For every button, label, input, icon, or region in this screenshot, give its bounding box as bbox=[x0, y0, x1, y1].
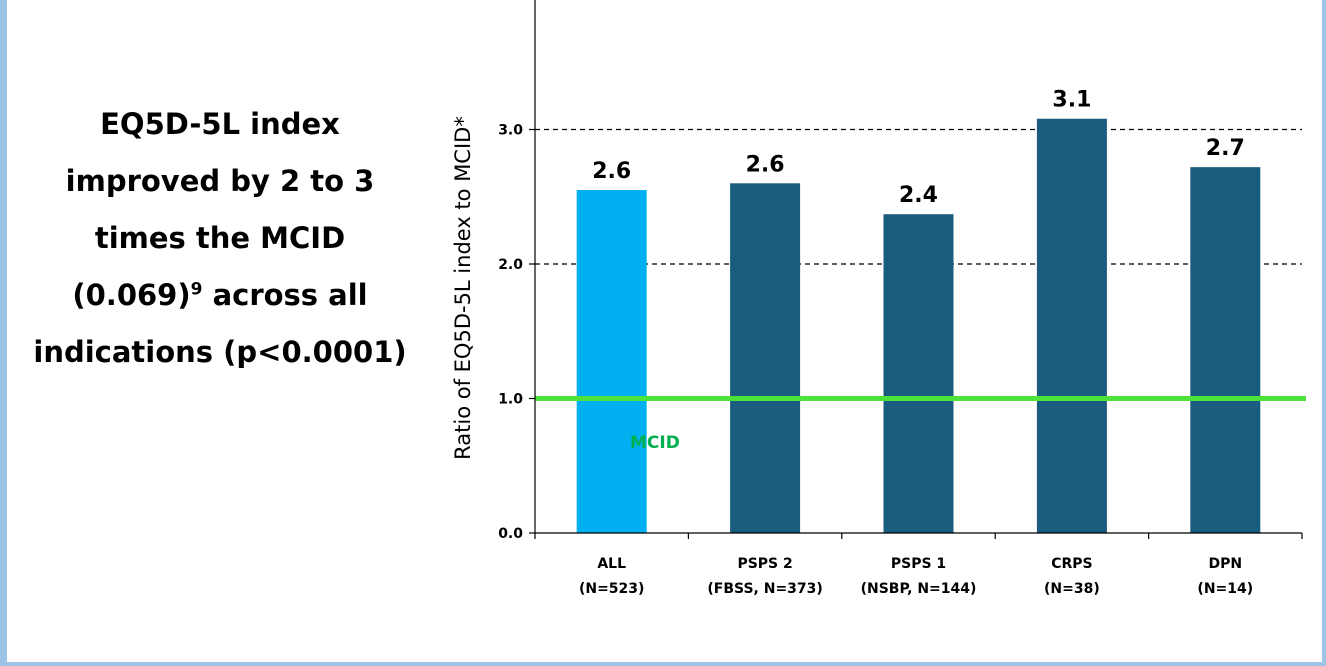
bar-0 bbox=[576, 190, 647, 533]
data-label-2: 2.4 bbox=[899, 183, 938, 208]
y-tick-label-4: 4.0 bbox=[498, 0, 523, 4]
x-tick-sublabel-0: (N=523) bbox=[579, 581, 644, 597]
x-tick-sublabel-2: (NSBP, N=144) bbox=[861, 581, 977, 597]
bar-2 bbox=[883, 214, 954, 534]
data-label-4: 2.7 bbox=[1206, 136, 1245, 161]
x-tick-label-3: CRPS bbox=[1051, 556, 1092, 572]
frame-bottom-border bbox=[0, 662, 1326, 666]
data-label-1: 2.6 bbox=[746, 152, 785, 177]
data-label-3: 3.1 bbox=[1052, 88, 1091, 113]
callout-line-5: indications (p<0.0001) bbox=[33, 335, 407, 369]
x-tick-label-4: DPN bbox=[1208, 556, 1242, 572]
bar-3 bbox=[1036, 118, 1107, 534]
data-label-0: 2.6 bbox=[592, 159, 631, 184]
y-tick-label-0: 0.0 bbox=[498, 526, 523, 542]
callout-line-4: (0.069)9 across all bbox=[20, 267, 420, 324]
callout-line-3: times the MCID bbox=[94, 221, 346, 255]
y-axis-title: Ratio of EQ5D-5L index to MCID* bbox=[451, 116, 475, 460]
x-tick-label-1: PSPS 2 bbox=[737, 556, 792, 572]
y-tick-label-2: 2.0 bbox=[498, 257, 523, 273]
callout-line-1: EQ5D-5L index bbox=[100, 107, 340, 141]
bar-1 bbox=[730, 183, 801, 534]
y-tick-label-3: 3.0 bbox=[498, 123, 523, 139]
summary-callout: EQ5D-5L index improved by 2 to 3 times t… bbox=[20, 96, 420, 381]
callout-line-4-tail: across all bbox=[202, 278, 368, 312]
callout-line-2: improved by 2 to 3 bbox=[65, 164, 375, 198]
frame-right-border bbox=[1322, 0, 1326, 666]
y-tick-label-1: 1.0 bbox=[498, 392, 523, 408]
x-tick-sublabel-4: (N=14) bbox=[1197, 581, 1253, 597]
frame-left-border bbox=[0, 0, 7, 666]
x-tick-sublabel-1: (FBSS, N=373) bbox=[707, 581, 822, 597]
x-tick-label-0: ALL bbox=[597, 556, 626, 572]
bar-4 bbox=[1190, 167, 1261, 533]
mcid-label: MCID bbox=[630, 433, 680, 453]
callout-reference-superscript: 9 bbox=[190, 279, 203, 300]
x-tick-sublabel-3: (N=38) bbox=[1044, 581, 1100, 597]
callout-mcid-value: (0.069) bbox=[72, 278, 191, 312]
x-tick-label-2: PSPS 1 bbox=[891, 556, 946, 572]
